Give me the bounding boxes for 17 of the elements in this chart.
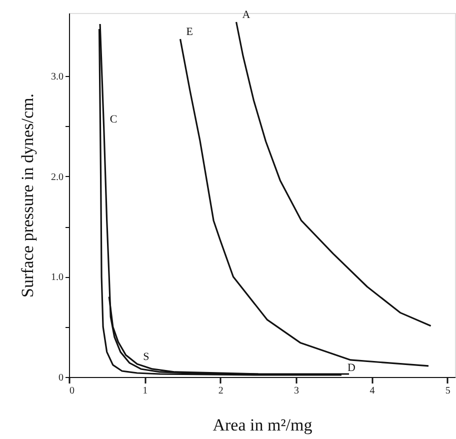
y-tick-label: 3.0 bbox=[51, 72, 64, 83]
x-tick-label: 4 bbox=[370, 386, 375, 396]
x-tick-label: 0 bbox=[70, 386, 74, 396]
x-tick-label: 5 bbox=[445, 386, 450, 396]
x-tick-label: 1 bbox=[142, 386, 148, 396]
annotation: S bbox=[143, 350, 150, 363]
annotation: E bbox=[186, 26, 194, 38]
x-tick-label: 2 bbox=[218, 386, 224, 396]
annotation: D bbox=[347, 362, 356, 374]
y-tick-label: 1.0 bbox=[51, 272, 64, 284]
x-axis-title: Area in m²/mg bbox=[212, 416, 313, 434]
annotation: C bbox=[110, 113, 118, 126]
y-axis-title: Surface pressure in dynes/cm. bbox=[18, 94, 37, 298]
x-tick-label: 3 bbox=[294, 386, 300, 396]
annotation: A bbox=[242, 9, 250, 22]
y-tick-label: 0 bbox=[58, 372, 64, 384]
y-tick-label: 2.0 bbox=[51, 172, 64, 183]
